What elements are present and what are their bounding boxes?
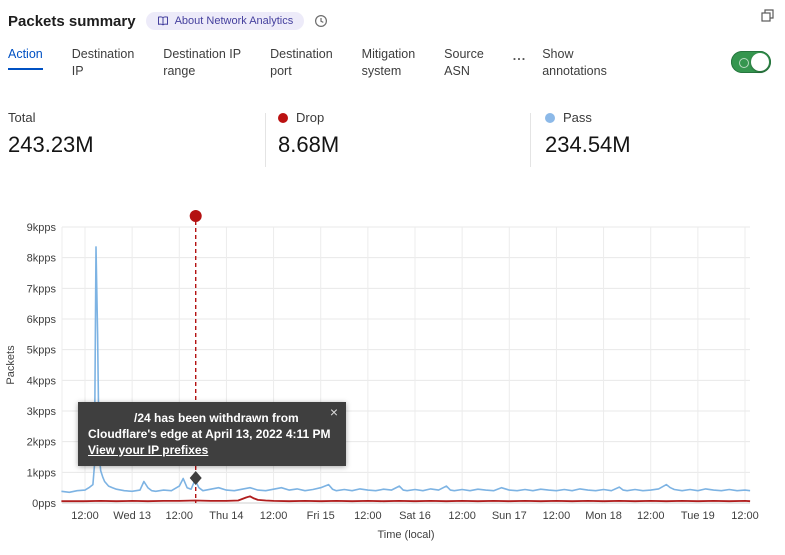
y-axis-title: Packets: [5, 345, 17, 385]
x-tick-label: 12:00: [354, 510, 382, 522]
view-ip-prefixes-link[interactable]: View your IP prefixes: [88, 443, 209, 457]
drop-legend-dot: [278, 112, 288, 123]
page-title: Packets summary: [8, 12, 136, 30]
x-tick-label: 12:00: [71, 510, 99, 522]
stat-drop[interactable]: Drop 8.68M: [278, 110, 339, 158]
series-drop-line: [61, 495, 751, 503]
packets-time-series-chart: 0pps 1kpps 2kpps 3kpps 4kpps 5kpps 6kpps 7kpps 8…: [5, 210, 759, 541]
x-tick-label: 12:00: [260, 510, 288, 522]
pass-legend-dot: [545, 112, 555, 123]
series-pass-line: [61, 246, 751, 494]
panel-header: Packets summary About Network Analytics: [8, 8, 328, 34]
expand-panel-button[interactable]: [761, 9, 774, 27]
x-tick-label: Tue 19: [681, 510, 715, 522]
x-tick-label: Mon 18: [585, 510, 622, 522]
tooltip-close-button[interactable]: ×: [329, 404, 338, 420]
y-tick-label: 5kpps: [27, 345, 57, 357]
tab-destination-ip[interactable]: Destination IP: [71, 47, 135, 78]
stats-divider: [265, 113, 266, 167]
clock-icon: [315, 14, 328, 28]
x-tick-label: Sun 17: [492, 510, 527, 522]
show-annotations-label: Show annotations: [542, 47, 607, 78]
y-tick-label: 0pps: [32, 498, 56, 510]
y-tick-label: 4kpps: [27, 375, 57, 387]
x-tick-label: 12:00: [543, 510, 571, 522]
tab-mitigation-system[interactable]: Mitigation system: [361, 47, 416, 78]
stat-pass[interactable]: Pass 234.54M: [545, 110, 631, 158]
toggle-knob: [751, 53, 769, 71]
x-tick-label: Wed 13: [113, 510, 151, 522]
show-annotations-toggle[interactable]: [731, 51, 771, 73]
y-tick-label: 7kpps: [27, 283, 57, 295]
annotation-dot[interactable]: [189, 210, 202, 222]
stats-divider: [530, 113, 531, 167]
y-tick-label: 8kpps: [27, 253, 57, 265]
annotation-text-line2: Cloudflare's edge at April 13, 2022 4:11…: [88, 427, 331, 441]
x-tick-label: 12:00: [448, 510, 476, 522]
y-tick-label: 1kpps: [27, 467, 57, 479]
x-tick-label: Fri 15: [307, 510, 335, 522]
tab-action-label: Action: [8, 46, 43, 70]
more-tabs-button[interactable]: ...: [512, 49, 527, 63]
stat-total-label: Total: [8, 110, 36, 125]
stat-total[interactable]: Total 243.23M: [8, 110, 94, 158]
x-tick-label: 12:00: [731, 510, 759, 522]
y-tick-label: 9kpps: [27, 222, 57, 234]
x-tick-label: Thu 14: [209, 510, 243, 522]
stat-total-value: 243.23M: [8, 132, 94, 157]
stat-pass-value: 234.54M: [545, 132, 631, 157]
stat-drop-value: 8.68M: [278, 132, 340, 157]
stat-drop-label: Drop: [296, 110, 325, 125]
annotation-text-line1: /24 has been withdrawn from: [134, 411, 299, 425]
time-settings-button[interactable]: [314, 14, 328, 28]
tab-destination-port[interactable]: Destination port: [270, 47, 333, 78]
book-icon: [157, 16, 168, 26]
about-network-analytics-badge[interactable]: About Network Analytics: [145, 12, 305, 30]
annotation-flag-marker[interactable]: [189, 471, 202, 485]
badge-label: About Network Analytics: [174, 15, 294, 27]
y-tick-label: 3kpps: [27, 406, 57, 418]
x-axis-title: Time (local): [377, 529, 434, 541]
x-tick-label: 12:00: [637, 510, 665, 522]
y-tick-label: 2kpps: [27, 437, 57, 449]
dimension-tabs: Action Destination IP Destination IP ran…: [8, 46, 771, 80]
summary-stats: Total 243.23M Drop 8.68M Pass 234.54M: [0, 110, 785, 172]
tab-destination-ip-range[interactable]: Destination IP range: [163, 47, 242, 78]
annotation-tooltip: × /24 has been withdrawn from Cloudflare…: [78, 402, 346, 466]
x-tick-label: 12:00: [166, 510, 194, 522]
tab-source-asn[interactable]: Source ASN: [444, 47, 484, 78]
stat-pass-label: Pass: [563, 110, 592, 125]
y-tick-label: 6kpps: [27, 314, 57, 326]
x-tick-label: Sat 16: [399, 510, 431, 522]
popout-icon: [761, 9, 774, 22]
tab-action[interactable]: Action: [8, 46, 43, 70]
